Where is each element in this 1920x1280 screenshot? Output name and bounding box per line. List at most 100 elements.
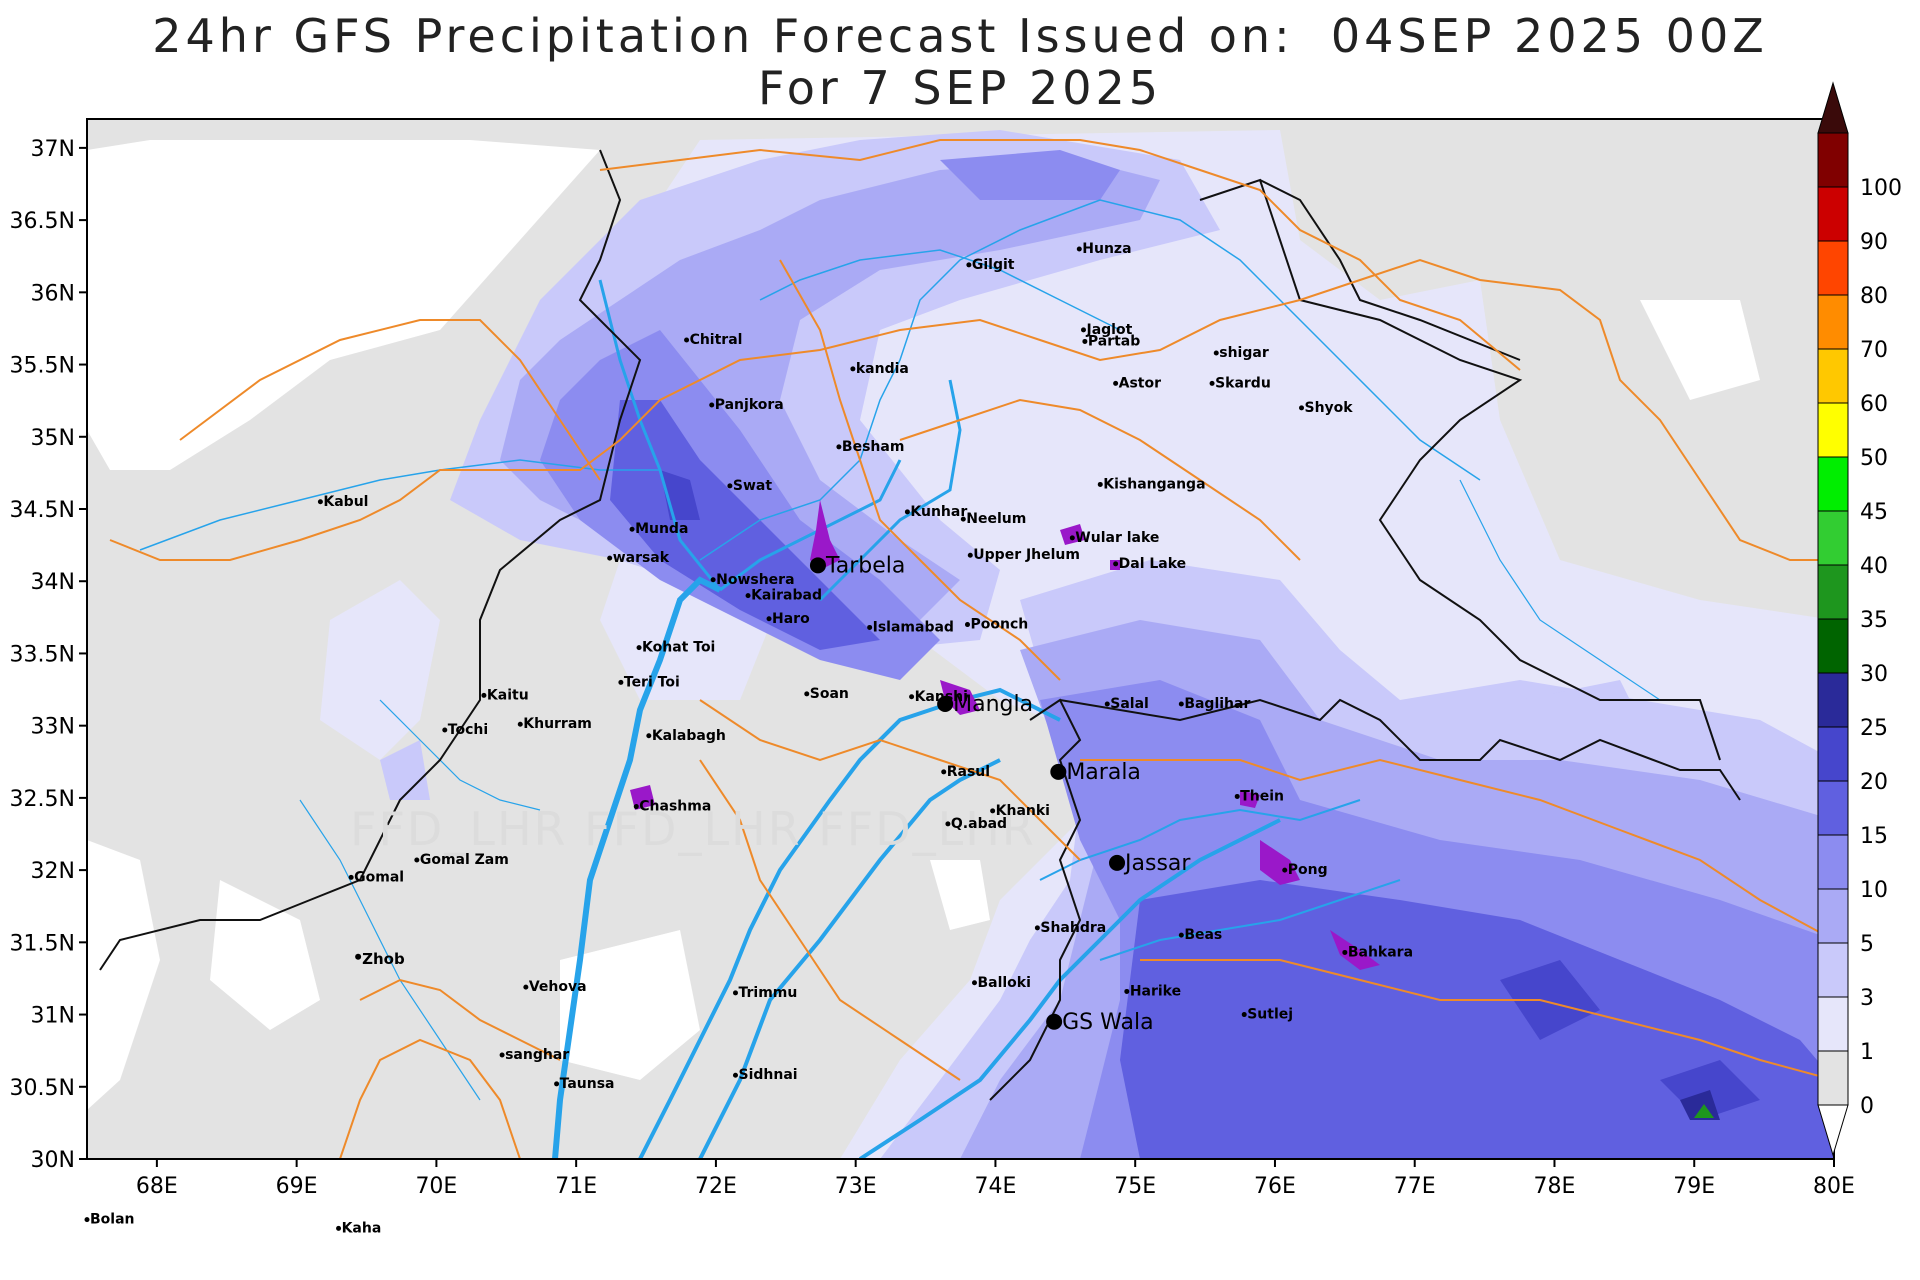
station-dot-sanghar [499,1052,505,1058]
lon-tick-label: 79E [1673,1174,1715,1199]
major-station-label-tarbela: Tarbela [825,553,905,578]
lon-tick-label: 76E [1254,1174,1296,1199]
station-label-swat: Swat [733,478,772,494]
colorbar-segment [1817,132,1849,188]
station-label-pong: Pong [1288,862,1328,878]
station-dot-kandia [850,366,856,372]
station-dot-munda [629,526,635,532]
lat-tick-label: 34N [31,570,75,595]
borders [99,139,1834,1159]
station-label-panjkora: Panjkora [715,397,784,413]
major-station-dot-jassar [1109,854,1126,871]
station-dot-balloki [971,980,977,986]
station-label-sidhnai: Sidhnai [738,1067,797,1083]
station-dot-islamabad [867,624,873,630]
lon-tick-label: 80E [1813,1174,1855,1199]
colorbar-segment [1817,456,1849,512]
station-dot-vehova [523,984,529,990]
station-dot-shigar [1213,350,1219,356]
lat-tick-label: 31N [31,1004,75,1029]
station-label-balloki: Balloki [977,975,1030,991]
station-dot-khanki [990,808,996,814]
station-label-shyok: Shyok [1305,400,1354,416]
station-label-partab: Partab [1088,333,1140,349]
station-label-beas: Beas [1184,927,1222,943]
station-dot-kanshi [909,694,915,700]
colorbar-label: 40 [1860,554,1888,579]
station-label-kabul: Kabul [323,494,368,510]
lat-tick-label: 30N [31,1148,75,1173]
colorbar-top-arrow [1817,81,1849,134]
lon-tick-label: 68E [136,1174,178,1199]
station-label-kishanganga: Kishanganga [1103,476,1205,492]
station-label-rasul: Rasul [947,764,990,780]
station-dot-neelum [960,516,966,522]
lat-tick-label: 33N [31,715,75,740]
colorbar-segment [1817,618,1849,674]
station-dot-chashma [633,804,639,810]
station-label-kandia: kandia [856,361,909,377]
station-label-astor: Astor [1119,375,1161,391]
major-station-label-mangla: Mangla [953,692,1033,717]
colorbar-segment [1817,186,1849,242]
colorbar-label: 25 [1860,716,1888,741]
station-dot-tochi [442,727,448,733]
station-label-gilgit: Gilgit [972,257,1015,273]
lon-tick-label: 70E [415,1174,457,1199]
station-dot-q-abad [945,821,951,827]
station-dot-taunsa [554,1081,560,1087]
rivers [139,199,1661,1159]
station-dot-poonch [964,622,970,628]
colorbar-label: 50 [1860,446,1888,471]
station-dot-besham [836,444,842,450]
station-label-warsak: warsak [613,550,670,566]
station-dot-kishanganga [1097,481,1103,487]
colorbar-segment [1817,726,1849,782]
axis-layer: 68E 69E 70E 71E 72E 73E 74E 75E 76E 77E 78E 79E 80E 3… [10,137,1855,1199]
colorbar-label: 1 [1860,1040,1874,1065]
station-dot-baglihar [1178,701,1184,707]
title-line-2: For 7 SEP 2025 [757,61,1163,115]
lon-tick-label: 75E [1114,1174,1156,1199]
station-dot-thein [1234,793,1240,799]
station-label-tochi: Tochi [448,722,488,738]
station-label-bahkara: Bahkara [1348,944,1413,960]
station-label-vehova: Vehova [529,979,587,995]
station-label-wular-lake: Wular lake [1075,530,1159,546]
station-label-trimmu: Trimmu [738,985,797,1001]
station-label-harike: Harike [1130,983,1181,999]
station-dot-kaha [336,1225,342,1231]
station-dot-bahkara [1342,949,1348,955]
major-station-label-marala: Marala [1066,760,1141,785]
station-label-neelum: Neelum [966,511,1026,527]
station-dot-nowshera [710,577,716,583]
station-label-q-abad: Q.abad [951,816,1007,832]
station-label-shahdra: Shahdra [1040,920,1106,936]
station-dot-teri-toi [618,679,624,685]
lat-tick-label: 35N [31,426,75,451]
station-dot-wular-lake [1069,535,1075,541]
station-label-munda: Munda [635,521,688,537]
station-label-bolan: Bolan [90,1212,135,1228]
colorbar-label: 70 [1860,338,1888,363]
colorbar-segment [1817,942,1849,998]
colorbar-segment [1817,996,1849,1052]
watermark: FFD_LHR FFD_LHR FFD_LHR [350,802,1036,856]
station-dot-bolan [84,1217,90,1223]
station-label-skardu: Skardu [1215,375,1271,391]
station-label-upper-jhelum: Upper Jhelum [973,547,1080,563]
colorbar-segment [1817,672,1849,728]
station-dot-gilgit [966,262,972,268]
station-label-hunza: Hunza [1082,241,1131,257]
major-station-label-jassar: Jassar [1123,851,1191,876]
colorbar-label: 20 [1860,770,1888,795]
station-label-islamabad: Islamabad [873,619,954,635]
station-dot-kabul [317,499,323,505]
station-dot-kunhar [904,509,910,515]
colorbar-label: 10 [1860,878,1888,903]
station-dot-swat [727,483,733,489]
station-dot-kohat-toi [636,645,642,651]
lat-tick-label: 36.5N [10,209,75,234]
